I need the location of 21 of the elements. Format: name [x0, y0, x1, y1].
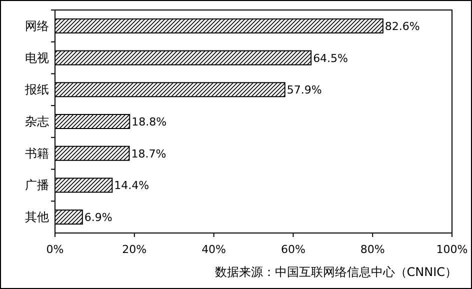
x-tick-label: 20%	[122, 243, 147, 256]
x-tick-label: 60%	[280, 243, 306, 256]
data-label: 82.6%	[384, 20, 420, 33]
x-tick-label: 0%	[46, 243, 64, 256]
x-tick-label: 100%	[436, 243, 468, 256]
y-tick-label: 网络	[25, 18, 49, 33]
y-tick-label: 广播	[25, 178, 49, 192]
y-tick-label: 其他	[25, 210, 49, 224]
source-note: 数据来源：中国互联网络信息中心（CNNIC）	[214, 265, 457, 279]
data-label: 14.4%	[114, 179, 150, 192]
x-tick-label: 40%	[202, 243, 226, 256]
y-tick-label: 杂志	[25, 114, 49, 128]
y-tick-label: 电视	[25, 50, 49, 65]
data-label: 18.7%	[131, 147, 166, 160]
data-label: 6.9%	[84, 211, 112, 224]
data-label: 57.9%	[286, 84, 322, 97]
y-tick-label: 报纸	[24, 82, 49, 97]
data-label: 18.8%	[132, 116, 167, 128]
y-tick-label: 书籍	[25, 146, 49, 160]
x-tick-label: 80%	[360, 243, 385, 256]
data-label: 64.5%	[313, 52, 348, 65]
